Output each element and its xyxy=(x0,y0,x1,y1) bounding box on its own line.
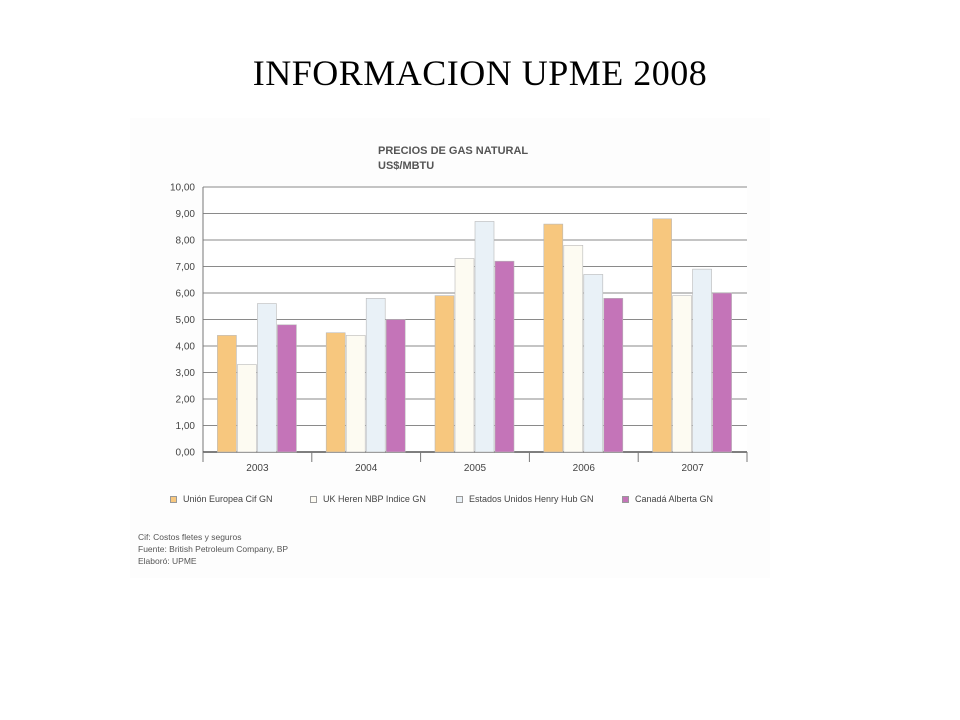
bar xyxy=(692,268,712,453)
y-tick-label: 3,00 xyxy=(176,368,196,379)
x-tick-label: 2004 xyxy=(355,463,378,474)
bar xyxy=(325,332,346,453)
legend-item-union-europea: Unión Europea Cif GN xyxy=(170,494,273,504)
legend-item-canada-alberta: Canadá Alberta GN xyxy=(622,494,713,504)
legend-swatch-union-europea xyxy=(170,496,177,503)
bar xyxy=(345,335,366,453)
y-tick-label: 5,00 xyxy=(176,315,196,326)
legend-swatch-canada-alberta xyxy=(622,496,629,503)
bar xyxy=(652,218,672,453)
legend-item-uk-heren: UK Heren NBP Indice GN xyxy=(310,494,426,504)
y-tick-label: 7,00 xyxy=(176,262,196,273)
bar xyxy=(543,223,564,453)
chart-title: PRECIOS DE GAS NATURAL xyxy=(378,145,529,157)
bar xyxy=(563,245,584,453)
legend-swatch-uk-heren xyxy=(310,496,317,503)
chart-title-block: PRECIOS DE GAS NATURAL US$/MBTU xyxy=(378,144,598,174)
bar xyxy=(672,295,692,453)
bar xyxy=(474,221,495,453)
bar xyxy=(603,297,624,453)
bar xyxy=(217,335,237,453)
slide-title: INFORMACION UPME 2008 xyxy=(252,53,708,93)
bar xyxy=(583,274,604,453)
y-tick-label: 0,00 xyxy=(176,448,196,459)
legend-item-estados-unidos: Estados Unidos Henry Hub GN xyxy=(456,494,594,504)
x-tick-label: 2003 xyxy=(246,463,269,474)
y-tick-label: 2,00 xyxy=(176,395,196,406)
bar xyxy=(237,364,257,453)
y-tick-label: 6,00 xyxy=(176,289,196,300)
chart-subtitle: US$/MBTU xyxy=(378,160,435,172)
note-cif: Cif: Costos fletes y seguros xyxy=(138,532,242,542)
legend-swatch-estados-unidos xyxy=(456,496,463,503)
bar xyxy=(277,324,297,453)
bar xyxy=(385,319,406,453)
y-tick-label: 4,00 xyxy=(176,342,196,353)
legend-label-canada-alberta: Canadá Alberta GN xyxy=(635,494,714,504)
y-tick-label: 10,00 xyxy=(170,183,195,194)
legend-label-union-europea: Unión Europea Cif GN xyxy=(183,494,273,504)
legend-label-uk-heren: UK Heren NBP Indice GN xyxy=(323,494,426,504)
y-tick-label: 9,00 xyxy=(176,209,196,220)
chart-legend: Unión Europea Cif GN UK Heren NBP Indice… xyxy=(170,494,770,510)
note-fuente: Fuente: British Petroleum Company, BP xyxy=(138,544,289,554)
bar xyxy=(494,260,515,453)
x-tick-label: 2005 xyxy=(464,463,487,474)
y-tick-label: 1,00 xyxy=(176,421,196,432)
bar xyxy=(712,292,732,453)
source-notes: Cif: Costos fletes y seguros Fuente: Bri… xyxy=(138,531,288,567)
y-tick-label: 8,00 xyxy=(176,236,196,247)
bar xyxy=(434,295,455,453)
x-tick-label: 2006 xyxy=(573,463,596,474)
legend-label-estados-unidos: Estados Unidos Henry Hub GN xyxy=(469,494,594,504)
note-elaboro: Elaboró: UPME xyxy=(138,556,197,566)
bar xyxy=(454,258,475,453)
bar xyxy=(365,297,386,453)
bar xyxy=(257,303,277,453)
x-tick-label: 2007 xyxy=(681,463,704,474)
